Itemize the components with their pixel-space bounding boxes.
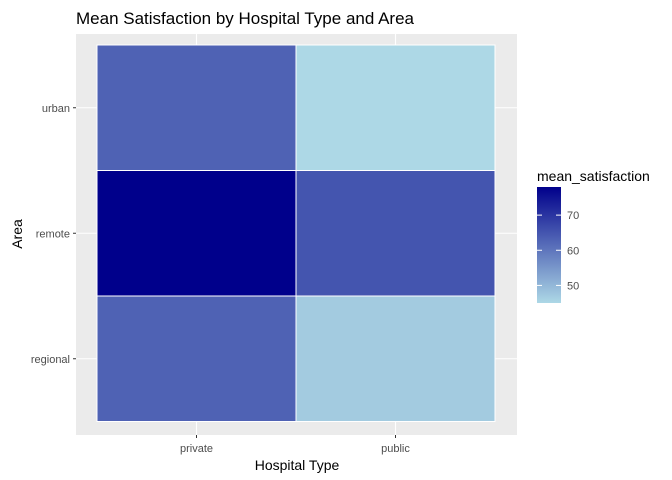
tile-private-regional (96, 295, 297, 422)
legend-colorbar (537, 187, 561, 303)
chart-title: Mean Satisfaction by Hospital Type and A… (76, 9, 415, 28)
x-tick-label-private: private (180, 443, 213, 455)
tile-private-remote (96, 170, 297, 297)
y-tick-label-urban: urban (42, 103, 70, 115)
legend-label-60: 60 (567, 245, 579, 257)
y-tick-label-regional: regional (31, 354, 70, 366)
x-axis-title: Hospital Type (255, 457, 340, 473)
heatmap-tiles (96, 44, 496, 422)
legend-label-50: 50 (567, 280, 579, 292)
x-tick-label-public: public (381, 443, 410, 455)
x-axis: private public (180, 435, 410, 455)
tile-public-regional (295, 295, 496, 422)
tile-public-remote (295, 170, 496, 297)
y-tick-label-remote: remote (36, 228, 70, 240)
tile-public-urban (295, 44, 496, 171)
color-legend: mean_satisfaction 50 60 70 (537, 168, 650, 303)
legend-title: mean_satisfaction (537, 168, 650, 184)
y-axis: regional remote urban (31, 103, 76, 366)
legend-label-70: 70 (567, 210, 579, 222)
y-axis-title: Area (9, 219, 25, 249)
tile-private-urban (96, 44, 297, 171)
